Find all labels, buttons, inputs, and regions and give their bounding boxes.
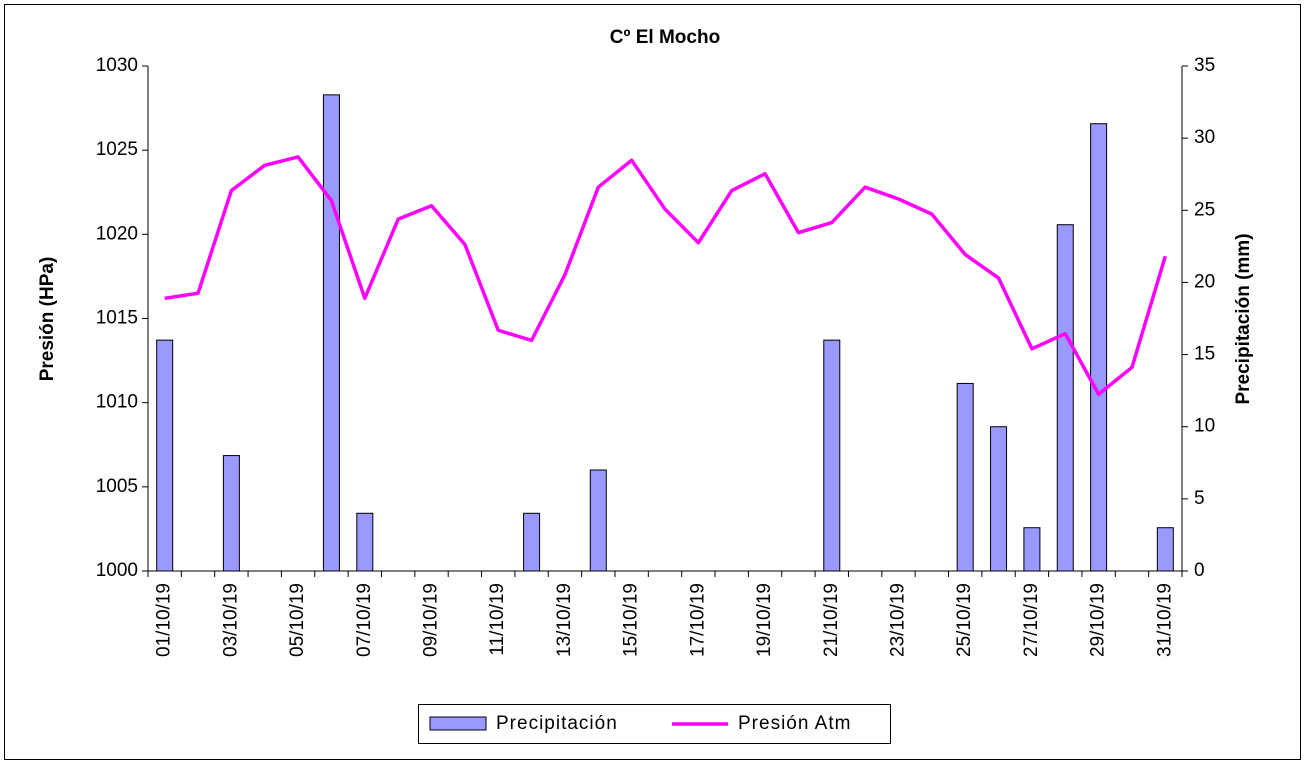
x-tick-label: 15/10/19 xyxy=(621,583,642,657)
bar xyxy=(1023,527,1041,572)
y-tick-label: 1030 xyxy=(96,55,138,76)
bar xyxy=(356,512,374,572)
y-tick-label: 1005 xyxy=(96,476,138,497)
line xyxy=(164,155,1167,396)
legend-label: Presión Atm xyxy=(738,713,851,734)
y2-tick-label: 20 xyxy=(1194,271,1215,292)
legend-box xyxy=(418,704,891,744)
y2-tick-label: 35 xyxy=(1194,55,1215,76)
x-tick-label: 19/10/19 xyxy=(754,583,775,657)
y-tick-label: 1025 xyxy=(96,139,138,160)
x-tick-label: 21/10/19 xyxy=(821,583,842,657)
x-tick-label: 27/10/19 xyxy=(1021,583,1042,657)
x-tick-label: 07/10/19 xyxy=(354,583,375,657)
x-tick-label: 31/10/19 xyxy=(1154,583,1175,657)
bar xyxy=(823,339,841,572)
legend-label: Precipitación xyxy=(496,713,618,734)
x-tick-label: 01/10/19 xyxy=(154,583,175,657)
bar xyxy=(956,382,974,572)
legend-swatch xyxy=(429,716,487,731)
y-tick-label: 1020 xyxy=(96,223,138,244)
x-tick-label: 17/10/19 xyxy=(687,583,708,657)
y2-tick-label: 25 xyxy=(1194,199,1215,220)
bar xyxy=(1056,224,1074,572)
y2-tick-label: 15 xyxy=(1194,344,1215,365)
y2-tick-label: 30 xyxy=(1194,127,1215,148)
y-tick-label: 1000 xyxy=(96,560,138,581)
bar xyxy=(222,455,240,572)
chart-title: Cº El Mocho xyxy=(610,27,720,48)
bar xyxy=(322,94,340,572)
bar xyxy=(589,469,607,572)
y2-tick-label: 10 xyxy=(1194,416,1215,437)
y-tick-label: 1015 xyxy=(96,308,138,329)
y-axis-title: Presión (HPa) xyxy=(37,257,58,382)
x-tick-label: 05/10/19 xyxy=(287,583,308,657)
plot-area xyxy=(148,66,1182,571)
x-tick-label: 29/10/19 xyxy=(1088,583,1109,657)
x-tick-label: 09/10/19 xyxy=(421,583,442,657)
y2-axis-title: Precipitación (mm) xyxy=(1233,233,1254,404)
bar xyxy=(1090,123,1108,572)
bar xyxy=(990,426,1008,572)
x-tick-label: 03/10/19 xyxy=(220,583,241,657)
x-tick-label: 23/10/19 xyxy=(887,583,908,657)
bar xyxy=(523,512,541,572)
y2-tick-label: 5 xyxy=(1194,488,1205,509)
bar xyxy=(1156,527,1174,572)
bar xyxy=(156,339,174,572)
y-tick-label: 1010 xyxy=(96,392,138,413)
x-tick-label: 13/10/19 xyxy=(554,583,575,657)
x-tick-label: 25/10/19 xyxy=(954,583,975,657)
x-tick-label: 11/10/19 xyxy=(487,583,508,656)
y2-tick-label: 0 xyxy=(1194,560,1205,581)
